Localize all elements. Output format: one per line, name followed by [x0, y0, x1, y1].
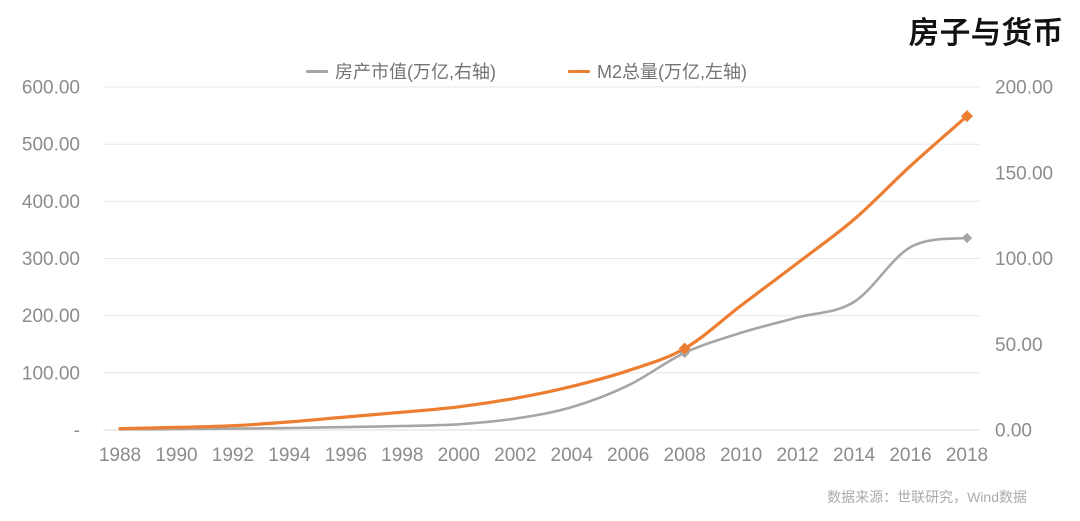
legend-item-property: 房产市值(万亿,右轴) — [306, 58, 496, 84]
y-axis-label-left: - — [74, 421, 80, 442]
property-marker-2018 — [961, 232, 973, 244]
legend: 房产市值(万亿,右轴) M2总量(万亿,左轴) — [306, 58, 747, 84]
x-axis-label: 2012 — [776, 445, 818, 466]
x-axis-label: 2008 — [664, 445, 706, 466]
m2-marker-2018 — [961, 110, 973, 123]
y-axis-label-right: 200.00 — [995, 78, 1053, 99]
y-axis-label-left: 300.00 — [22, 249, 80, 270]
y-axis-label-left: 100.00 — [22, 363, 80, 384]
x-axis-label: 2018 — [946, 445, 988, 466]
data-source: 数据来源：世联研究，Wind数据 — [827, 489, 1027, 505]
x-axis-label: 2000 — [438, 445, 480, 466]
m2-line-swatch — [568, 69, 590, 73]
x-axis-label: 2004 — [551, 445, 594, 466]
y-axis-label-left: 600.00 — [22, 78, 80, 99]
x-axis-label: 1990 — [155, 445, 197, 466]
x-axis-label: 2010 — [720, 445, 762, 466]
x-axis-label: 1998 — [381, 445, 423, 466]
legend-item-m2: M2总量(万亿,左轴) — [568, 58, 747, 84]
y-axis-label-right: 50.00 — [995, 335, 1043, 356]
x-axis-label: 2014 — [833, 445, 876, 466]
m2-line — [118, 114, 969, 431]
legend-label-m2: M2总量(万亿,左轴) — [597, 62, 747, 82]
y-axis-label-right: 0.00 — [995, 421, 1032, 442]
x-axis-label: 2006 — [607, 445, 649, 466]
y-axis-label-right: 100.00 — [995, 249, 1053, 270]
m2-marker-2008 — [678, 342, 691, 355]
y-axis-label-left: 400.00 — [22, 192, 80, 213]
y-axis-label-right: 150.00 — [995, 163, 1053, 184]
property-line-swatch — [306, 69, 328, 73]
y-axis-label-left: 200.00 — [22, 306, 80, 327]
x-axis-label: 1996 — [325, 445, 367, 466]
property-line — [118, 236, 969, 431]
x-axis-label: 1994 — [268, 445, 311, 466]
y-axis-label-left: 500.00 — [22, 135, 80, 156]
x-axis-label: 2002 — [494, 445, 536, 466]
x-axis-label: 2016 — [889, 445, 931, 466]
x-axis-label: 1988 — [99, 445, 141, 466]
chart-title: 房子与货币 — [909, 17, 1064, 50]
x-axis-label: 1992 — [212, 445, 254, 466]
legend-label-property: 房产市值(万亿,右轴) — [335, 62, 496, 82]
